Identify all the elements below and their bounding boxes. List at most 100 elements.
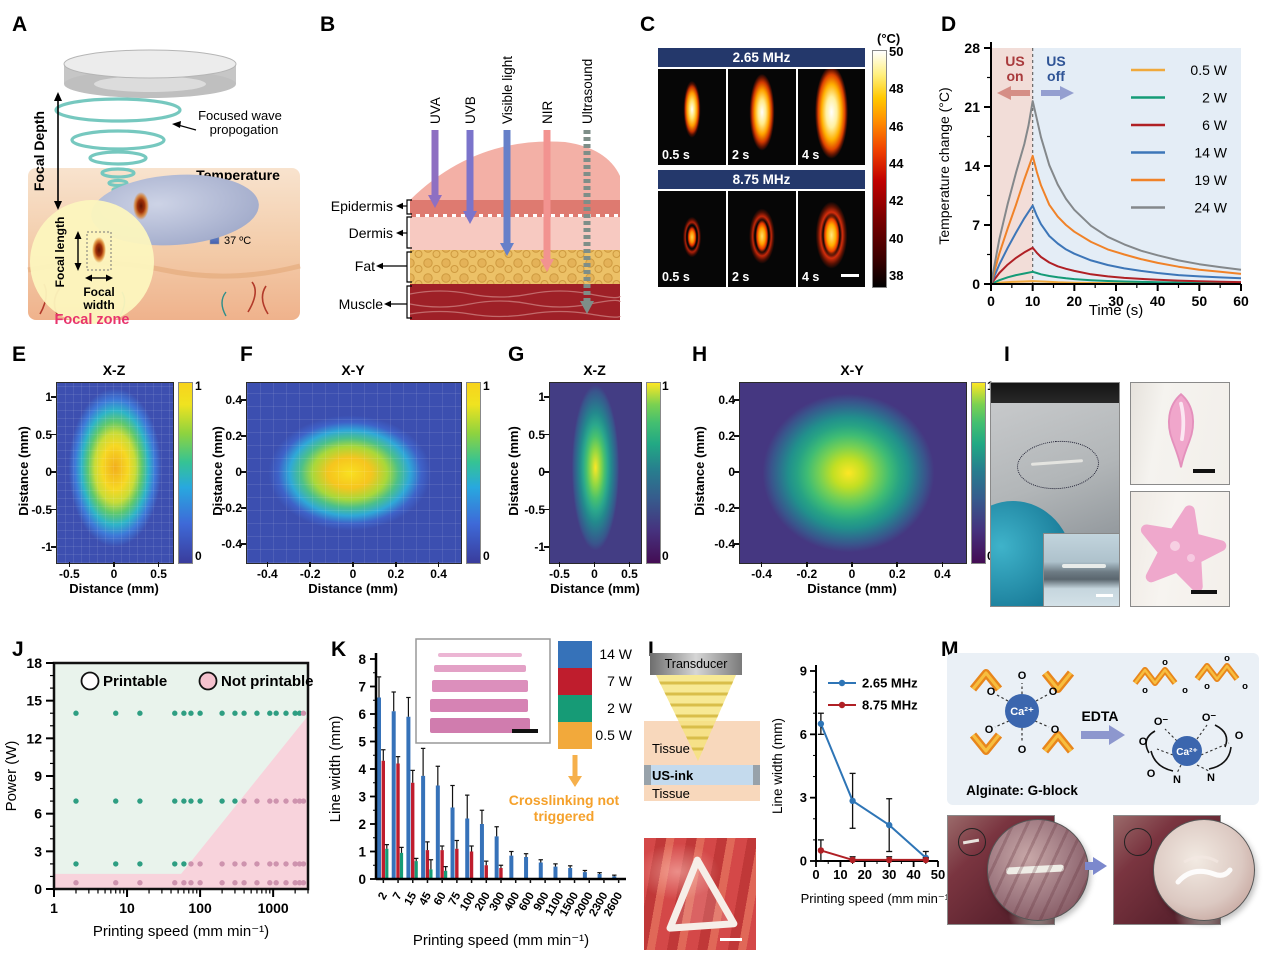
svg-text:O: O [987,686,996,698]
svg-text:21: 21 [964,99,980,115]
tick-mark [113,562,115,567]
panel-J-printability-map: 0 3 6 9 12 15 18 1 10 100 1000 Printing speed (mm m… [3,655,314,940]
tick-mark [51,396,56,398]
svg-text:2 W: 2 W [1202,90,1228,106]
svg-text:24 W: 24 W [1194,200,1227,216]
colorbar-tick: 44 [889,155,904,171]
calcium-label: Ca²⁺ [1010,706,1034,718]
alginate-edta-diagram: Ca²⁺ O O O O O O Alginate: G-block EDTA o o … [966,653,1248,798]
calcium-ion-complex [1172,736,1202,766]
tick-mark [734,471,739,473]
ray-label-nir: NIR [540,101,555,125]
tick-mark [544,508,549,511]
tick-mark [51,471,56,473]
svg-text:Printing speed (mm min⁻¹): Printing speed (mm min⁻¹) [413,932,589,949]
svg-text:30: 30 [882,867,896,882]
scale-bar [1193,469,1215,473]
tick-mark [734,435,739,437]
svg-text:0.5 W: 0.5 W [1190,62,1227,78]
thermal-img-265-2s [728,69,796,165]
svg-text:Printing speed (mm min⁻¹): Printing speed (mm min⁻¹) [93,923,269,940]
cbar-min: 0 [195,549,202,563]
svg-text:0.5 W: 0.5 W [595,727,632,743]
svg-text:0: 0 [358,872,366,887]
complex-coordination [1156,724,1230,774]
photo-star-print [1130,491,1230,607]
svg-text:Time (s): Time (s) [1089,302,1143,319]
fw-arrowhead-right [106,274,113,282]
layer-arrows [379,205,407,305]
thermal-img-265-4s [798,69,865,165]
axis-tick: 0.2 [888,567,906,581]
svg-text:19 W: 19 W [1194,172,1227,188]
svg-text:O: O [1018,744,1027,756]
heatmap-title: X-Y [840,362,864,378]
calcium-ion [1005,694,1039,728]
tick-mark [558,562,561,567]
panel-label-I: I [1004,343,1010,366]
time-label: 0.5 s [662,148,690,162]
svg-text:6: 6 [358,707,366,722]
tick-mark [760,562,763,567]
svg-text:O: O [985,724,994,736]
epidermis-layer [410,200,620,214]
panel-C-thermal-images: (°C) 2.65 MHz 0.5 s 2 s 4 s 8.75 MHz 0.5… [635,10,935,330]
arrowhead-up [54,92,62,101]
tick-mark [241,507,246,509]
tick-mark [241,543,246,545]
panel-label-J: J [12,638,24,661]
ink-cap-left [644,765,651,785]
tick-mark [309,562,311,567]
svg-text:O⁻: O⁻ [1202,712,1217,724]
focal-zone-circle [30,200,154,324]
time-label: 2 s [732,270,750,284]
calcium-label: Ca²⁺ [1176,747,1197,758]
svg-text:75: 75 [447,890,464,908]
svg-text:2: 2 [376,891,390,903]
fw-arrowhead-left [85,274,92,282]
ray-label-uva: UVA [428,97,443,124]
svg-text:60: 60 [1233,293,1249,309]
heatmap-title: X-Z [583,362,606,378]
tick-mark [68,562,71,567]
tick-mark [544,471,549,473]
cbar-max: 1 [483,379,490,393]
svg-text:50: 50 [1192,293,1208,309]
tick-mark [544,546,549,548]
thermal-colorbar [872,50,887,288]
axis-tick: -0.5 [59,567,80,581]
svg-text:O: O [1049,686,1058,698]
muscle-striations [988,820,1088,920]
before-after-arrow [1093,857,1107,875]
tick-mark [241,399,246,401]
svg-text:0: 0 [812,867,819,882]
colorbar-tick: 38 [889,267,904,283]
axis-tick: -1 [534,540,545,554]
before-after-arrow-shaft [1085,862,1095,870]
transducer-label: Transducer [665,657,728,671]
tick-mark [734,543,739,545]
svg-text:20: 20 [1067,293,1083,309]
parula-colorbar [466,382,481,564]
svg-text:Power (W): Power (W) [3,741,20,812]
svg-text:O: O [1018,670,1027,682]
svg-text:on: on [1006,68,1023,84]
panel-D-temperature-chart: 0 7 14 21 28 0 10 20 30 40 50 60 Time (s) Temperature… [936,40,1249,319]
complex-atoms: O⁻ O⁻ O O O N N [1139,712,1244,786]
tissue-layer-bottom [644,785,760,801]
svg-text:7: 7 [358,680,366,695]
axis-tick: -0.2 [299,567,321,581]
edta-label: EDTA [1081,708,1118,724]
panel-label-A: A [12,13,28,36]
panel-label-C: C [640,13,656,36]
tick-mark [628,562,631,567]
svg-text:14: 14 [964,158,980,174]
cbar-max: 1 [195,379,202,393]
x-axis-label: Distance (mm) [308,581,398,596]
muscle-fibers [409,290,621,318]
dissolved-ink-squiggle [1175,855,1233,885]
panel-F-heatmap: F X-Y 1 0 Distance (mm) Distance (mm) 0.… [210,340,500,632]
